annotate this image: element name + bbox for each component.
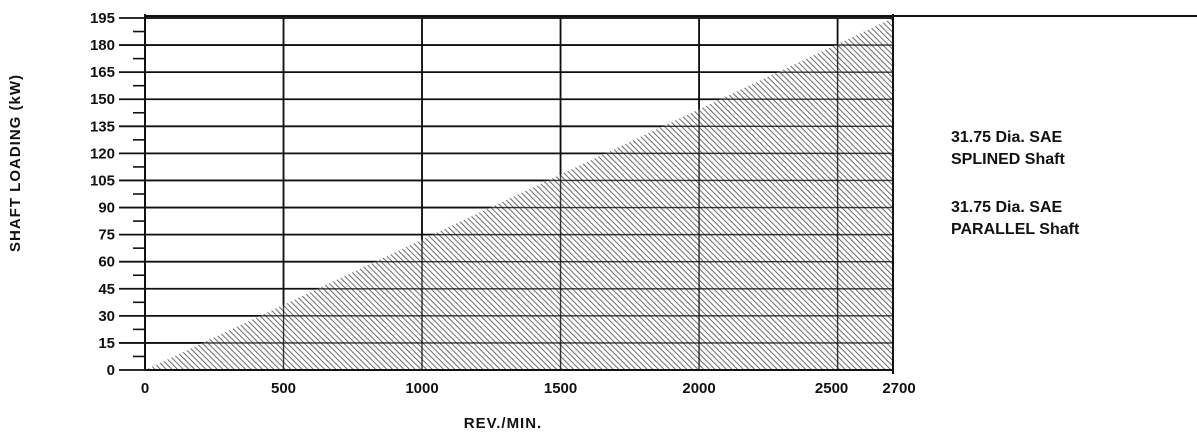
y-tick-label-75: 75 [98,227,115,244]
y-tick-label-165: 165 [90,64,115,81]
y-tick-label-180: 180 [90,37,115,54]
y-tick-label-195: 195 [90,10,115,27]
x-tick-label-2000: 2000 [682,380,715,397]
x-tick-label-2500: 2500 [815,380,848,397]
y-tick-label-120: 120 [90,145,115,162]
plot-frame [144,14,1197,374]
note-parallel-line1: 31.75 Dia. SAE [951,199,1063,216]
y-tick-label-45: 45 [98,281,115,298]
y-tick-label-105: 105 [90,172,115,189]
note-splined-line1: 31.75 Dia. SAE [951,129,1063,146]
x-axis-ticks: 0 500 1000 1500 2000 2500 2700 [141,380,916,397]
y-tick-label-60: 60 [98,254,115,271]
x-tick-label-500: 500 [271,380,296,397]
series-0-area [145,18,893,370]
x-axis-label: REV./MIN. [464,415,542,432]
note-parallel: 31.75 Dia. SAE PARALLEL Shaft [951,197,1079,241]
note-splined-line2: SPLINED Shaft [951,151,1065,168]
y-tick-label-135: 135 [90,118,115,135]
y-tick-label-90: 90 [98,200,115,217]
note-parallel-line2: PARALLEL Shaft [951,221,1080,238]
x-tick-label-1500: 1500 [544,380,577,397]
x-tick-label-1000: 1000 [405,380,438,397]
series-area [145,17,893,370]
x-tick-label-0: 0 [141,380,149,397]
note-splined: 31.75 Dia. SAE SPLINED Shaft [951,127,1065,171]
y-tick-label-30: 30 [98,308,115,325]
y-tick-label-0: 0 [107,362,115,379]
y-tick-label-15: 15 [98,335,115,352]
y-axis-label: SHAFT LOADING (kW) [7,74,24,252]
y-axis-ticks: 0 15 30 45 60 75 90 105 120 135 150 165 180 195 [90,10,145,379]
y-tick-label-150: 150 [90,91,115,108]
x-tick-label-2700: 2700 [882,380,915,397]
